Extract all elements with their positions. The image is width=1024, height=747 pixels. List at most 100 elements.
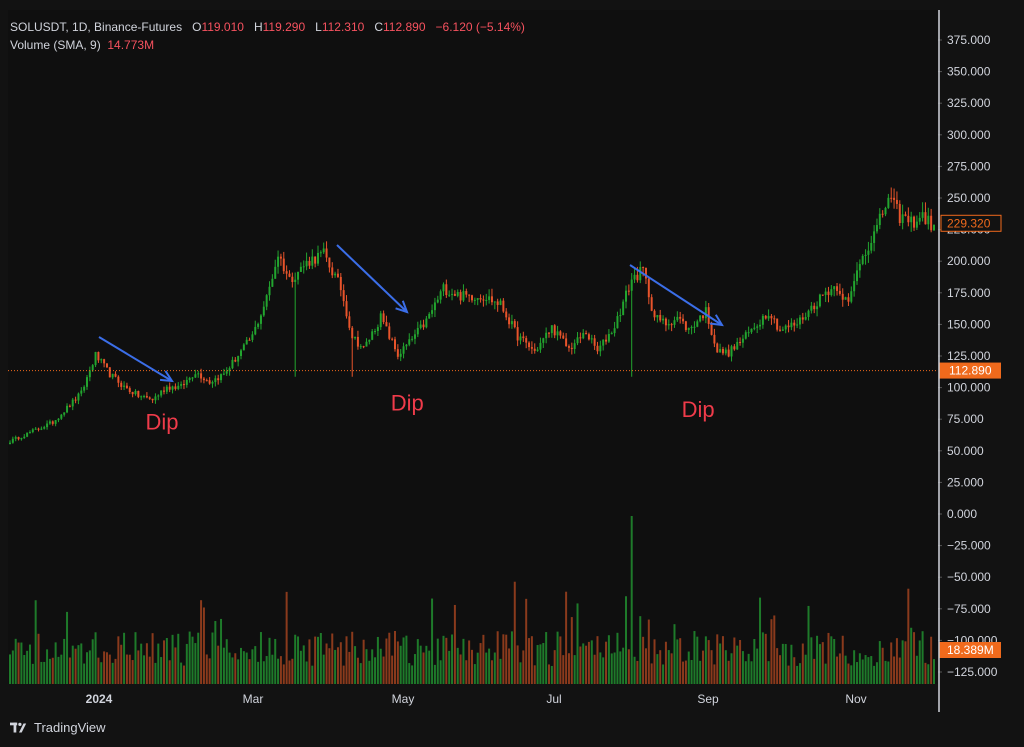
volume-bar: [933, 659, 935, 684]
volume-bar: [356, 657, 359, 684]
candle-body: [878, 213, 881, 226]
current-price-tag: [939, 362, 1001, 379]
volume-bar: [548, 664, 550, 684]
candle-body: [610, 333, 613, 335]
volume-bar: [744, 661, 747, 684]
candle-body: [676, 316, 679, 321]
volume-bar: [391, 655, 394, 684]
candle-body: [86, 377, 88, 387]
volume-bar: [844, 655, 847, 684]
candle-body: [530, 347, 533, 349]
candle-body: [587, 334, 590, 340]
candle-body: [317, 252, 319, 264]
volume-bar: [670, 653, 673, 684]
volume-bar: [248, 659, 251, 684]
trend-arrow: [336, 244, 408, 313]
candle-body: [217, 378, 220, 381]
volume-bar: [881, 647, 884, 684]
candle-body: [23, 436, 26, 439]
volume-bar: [86, 652, 88, 684]
candle-body: [567, 346, 570, 348]
volume-bar: [125, 654, 128, 684]
candle-body: [471, 295, 473, 301]
y-axis-tick: −25.000: [947, 539, 991, 553]
candle-body: [479, 298, 482, 300]
volume-bar: [724, 650, 727, 684]
candle-body: [702, 315, 704, 319]
y-axis-tick: 375.000: [947, 33, 991, 47]
candle-body: [747, 332, 750, 334]
volume-bar: [31, 663, 34, 684]
volume-bar: [225, 639, 228, 684]
trend-arrow: [629, 264, 723, 326]
candle-body: [664, 318, 667, 326]
volume-bar: [636, 660, 639, 684]
candle-body: [251, 334, 254, 340]
volume-bar: [793, 657, 796, 684]
volume-bar: [60, 654, 63, 684]
volume-indicator-value: 14.773M: [107, 38, 155, 52]
volume-bar: [299, 650, 302, 684]
volume-bar: [525, 598, 528, 684]
volume-bar: [699, 660, 702, 684]
candle-body: [559, 331, 562, 336]
volume-bar: [451, 634, 454, 684]
volume-bar: [810, 637, 813, 684]
tradingview-logo-icon: [10, 722, 27, 732]
candle-body: [870, 242, 873, 251]
candle-body: [550, 325, 553, 334]
candle-body: [240, 350, 242, 357]
volume-bar: [111, 662, 114, 684]
candle-body: [776, 318, 779, 330]
candle-body: [733, 346, 736, 350]
volume-bar: [736, 645, 739, 684]
volume-bar: [647, 619, 650, 684]
trend-arrow-head: [395, 300, 409, 314]
y-axis-tick: 325.000: [947, 96, 991, 110]
volume-bar: [593, 654, 596, 684]
volume-bar: [767, 661, 770, 684]
candle-body: [741, 338, 744, 343]
candle-body: [590, 338, 593, 340]
candle-body: [174, 386, 177, 389]
volume-bar: [57, 656, 60, 684]
candle-body: [291, 276, 294, 283]
volume-bar: [171, 634, 174, 684]
volume-bar: [379, 648, 382, 684]
candle-body: [693, 326, 696, 328]
volume-bar: [185, 643, 188, 684]
candle-body: [895, 199, 898, 204]
volume-bar: [853, 650, 856, 684]
volume-bar: [796, 665, 799, 684]
volume-bar: [510, 631, 513, 684]
tradingview-branding[interactable]: TradingView: [10, 720, 106, 735]
candle-body: [462, 291, 465, 301]
candle-body: [687, 327, 690, 330]
y-axis-tick: −50.000: [947, 570, 991, 584]
dip-annotation: Dip: [391, 390, 424, 415]
volume-tag-label: 18.389M: [947, 643, 994, 657]
candle-body: [893, 197, 896, 200]
volume-bar: [128, 654, 131, 684]
volume-bar: [245, 652, 248, 684]
volume-bar: [103, 651, 106, 684]
candle-body: [625, 290, 627, 302]
candle-body: [26, 432, 29, 437]
candle-body: [371, 331, 374, 340]
y-axis-tick: 75.000: [947, 412, 984, 426]
volume-bar: [234, 653, 237, 684]
candle-body: [784, 325, 787, 330]
candle-body: [519, 336, 522, 341]
volume-bar: [63, 638, 66, 684]
volume-bar: [858, 653, 861, 684]
volume-tag: [939, 642, 1001, 658]
volume-bar: [422, 652, 425, 684]
candle-body: [148, 397, 151, 399]
volume-bar: [710, 650, 713, 684]
candle-body: [191, 377, 194, 379]
candle-body: [804, 316, 807, 320]
candle-body: [376, 327, 379, 331]
candle-body: [838, 290, 841, 294]
candle-body: [128, 388, 131, 392]
